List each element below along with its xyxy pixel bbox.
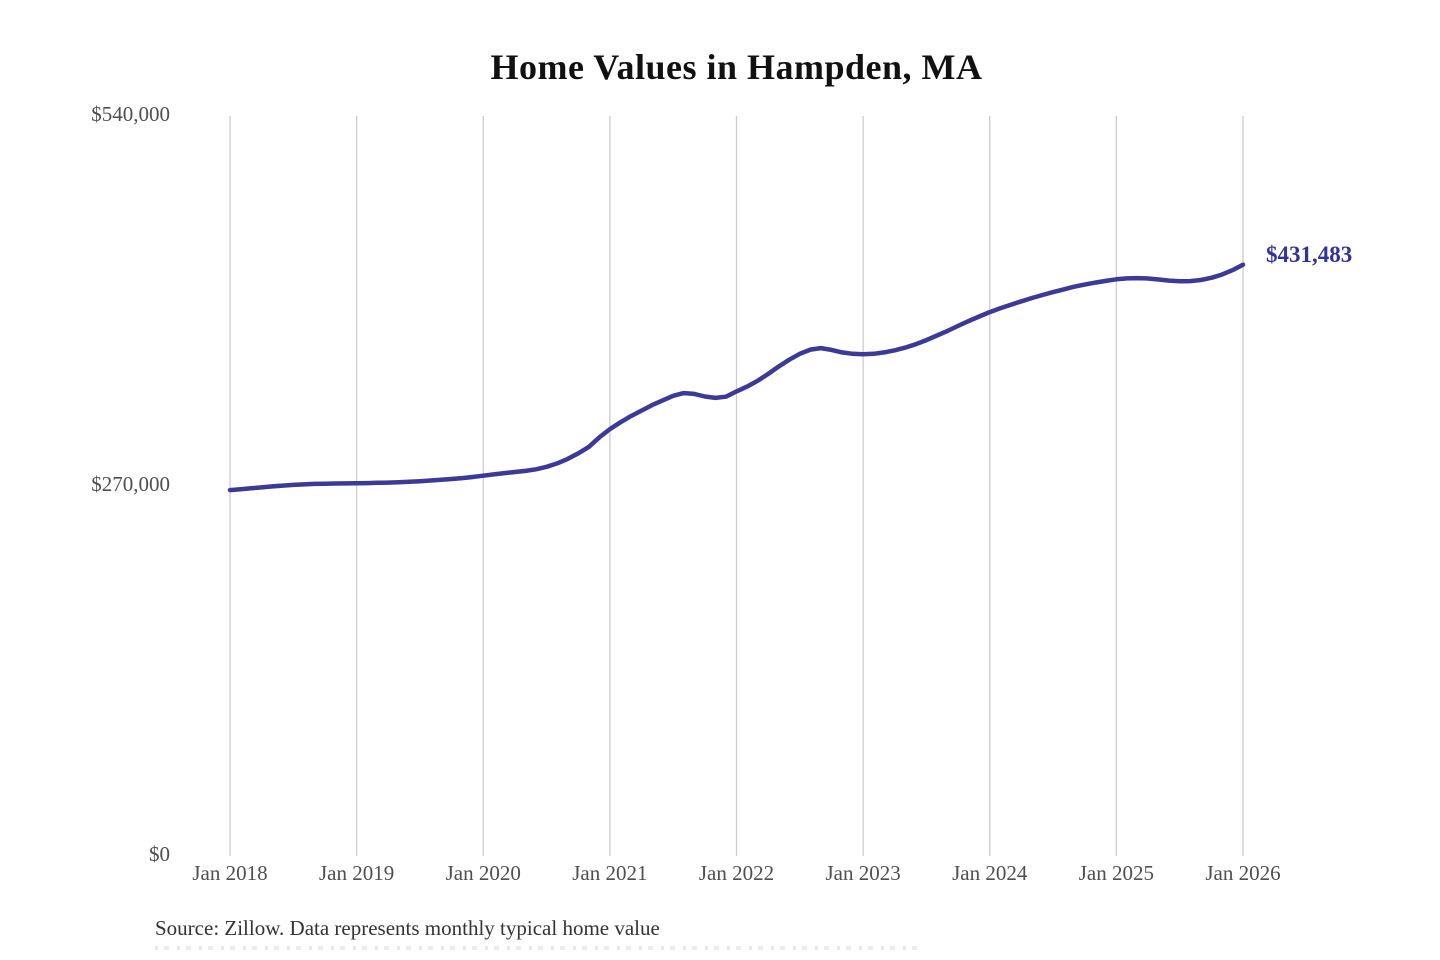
- chart-title: Home Values in Hampden, MA: [490, 47, 983, 87]
- x-tick-label: Jan 2019: [319, 861, 395, 885]
- x-tick-label: Jan 2020: [445, 861, 521, 885]
- x-tick-label: Jan 2025: [1078, 861, 1154, 885]
- x-tick-label: Jan 2022: [698, 861, 775, 885]
- y-tick-label: $0: [149, 842, 170, 866]
- x-tick-label: Jan 2018: [192, 861, 268, 885]
- x-tick-label: Jan 2024: [952, 861, 1028, 885]
- latest-value-label: $431,483: [1266, 242, 1353, 267]
- home-value-line: [227, 262, 1246, 493]
- y-tick-label: $540,000: [91, 102, 170, 126]
- gridlines: [229, 116, 1244, 856]
- source-note: Source: Zillow. Data represents monthly …: [155, 916, 660, 940]
- x-tick-label: Jan 2026: [1205, 861, 1281, 885]
- x-tick-label: Jan 2021: [572, 861, 648, 885]
- x-tick-label: Jan 2023: [825, 861, 901, 885]
- y-tick-label: $270,000: [91, 472, 170, 496]
- clipped-bottom-text-artifact: [155, 946, 925, 950]
